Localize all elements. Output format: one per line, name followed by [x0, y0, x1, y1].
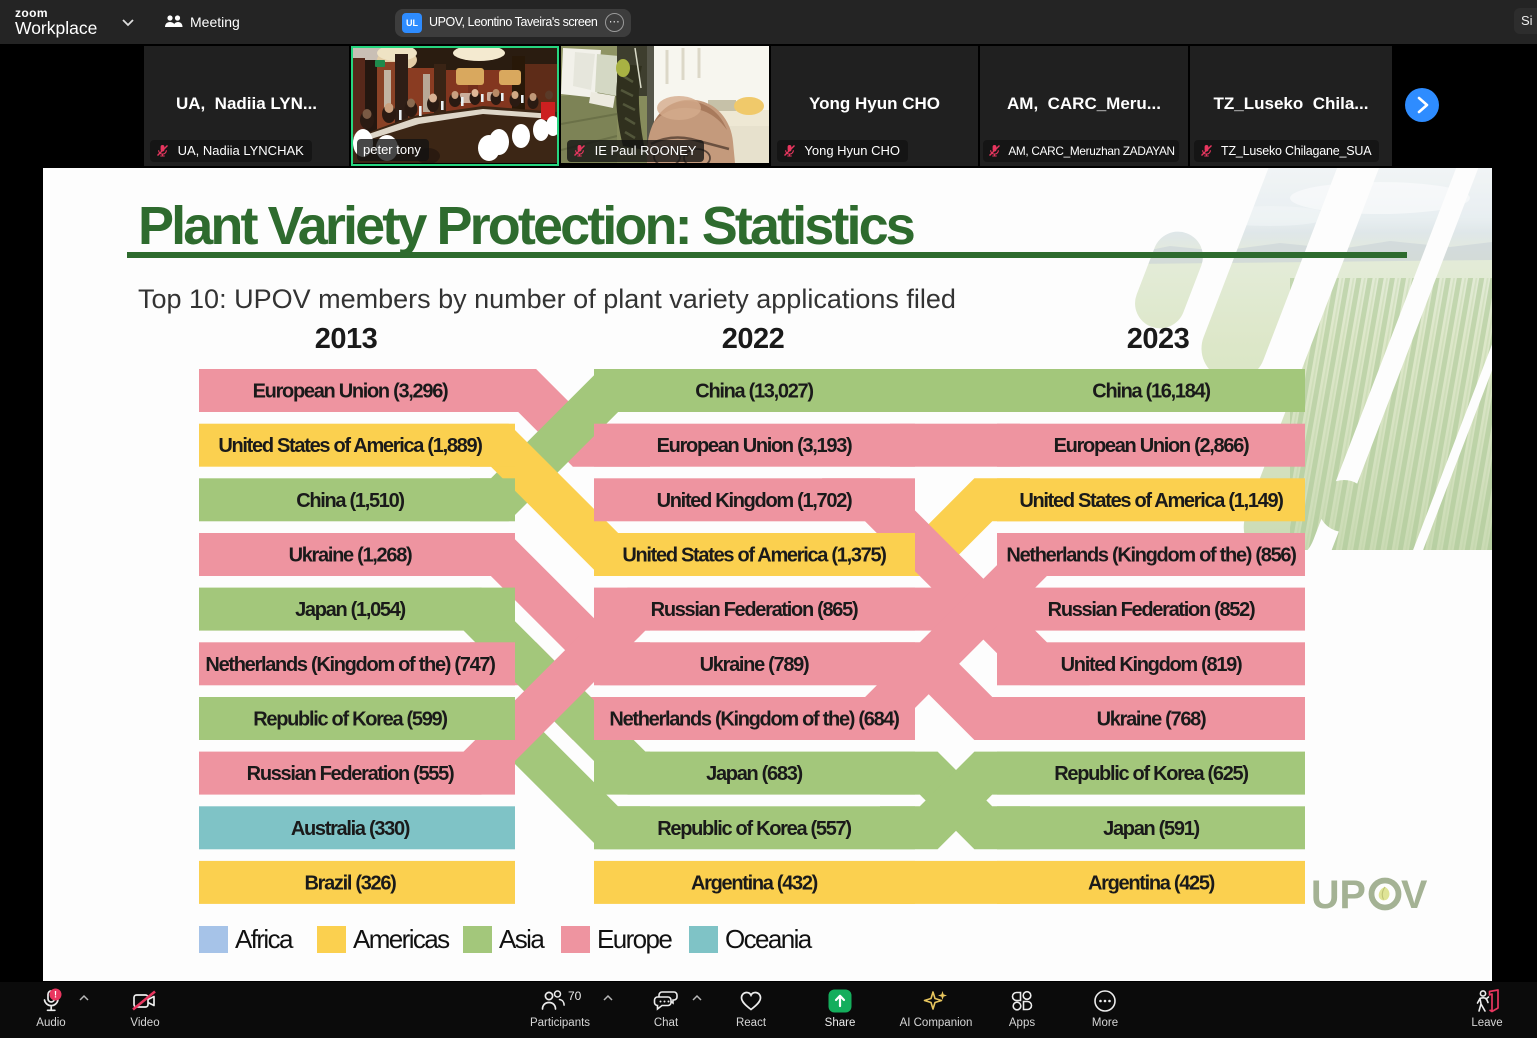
svg-text:Argentina (432): Argentina (432) [691, 872, 818, 894]
svg-text:China (13,027): China (13,027) [695, 381, 813, 403]
svg-text:Americas: Americas [353, 924, 450, 954]
svg-text:Republic of Korea (557): Republic of Korea (557) [657, 818, 851, 840]
svg-text:Ukraine (768): Ukraine (768) [1097, 709, 1206, 731]
svg-text:Japan (683): Japan (683) [706, 763, 802, 785]
svg-text:V: V [1401, 873, 1428, 917]
svg-text:Australia (330): Australia (330) [291, 818, 410, 840]
svg-text:China (16,184): China (16,184) [1092, 381, 1210, 403]
svg-text:Brazil (326): Brazil (326) [304, 872, 396, 894]
svg-text:2013: 2013 [315, 323, 378, 355]
svg-text:United States of America (1,37: United States of America (1,375) [622, 545, 886, 567]
svg-text:Russian Federation (852): Russian Federation (852) [1048, 599, 1255, 621]
svg-text:Ukraine (1,268): Ukraine (1,268) [289, 545, 412, 567]
svg-text:United Kingdom (1,702): United Kingdom (1,702) [657, 490, 852, 512]
svg-text:2023: 2023 [1127, 323, 1190, 355]
svg-text:Russian Federation (555): Russian Federation (555) [247, 763, 454, 785]
svg-text:China (1,510): China (1,510) [296, 490, 404, 512]
svg-text:Oceania: Oceania [725, 924, 813, 954]
svg-text:Argentina (425): Argentina (425) [1088, 872, 1215, 894]
svg-text:Asia: Asia [499, 924, 545, 954]
svg-text:United States of America (1,14: United States of America (1,149) [1019, 490, 1283, 512]
svg-text:Ukraine (789): Ukraine (789) [700, 654, 809, 676]
svg-text:Europe: Europe [597, 924, 672, 954]
svg-text:European Union (3,296): European Union (3,296) [253, 381, 448, 403]
svg-text:Netherlands (Kingdom of the) (: Netherlands (Kingdom of the) (747) [205, 654, 495, 676]
svg-text:Japan (591): Japan (591) [1103, 818, 1199, 840]
svg-text:United States of America (1,88: United States of America (1,889) [218, 435, 482, 457]
svg-text:Netherlands (Kingdom of the): Netherlands (Kingdom of the) (684) [609, 709, 899, 731]
svg-text:Republic of Korea (625): Republic of Korea (625) [1054, 763, 1248, 785]
svg-text:Republic of Korea (599): Republic of Korea (599) [253, 709, 447, 731]
svg-text:Africa: Africa [235, 924, 294, 954]
svg-text:2022: 2022 [722, 323, 785, 355]
svg-text:Japan (1,054): Japan (1,054) [295, 599, 405, 621]
svg-text:UP: UP [1311, 873, 1366, 917]
svg-text:Netherlands (Kingdom of the) (: Netherlands (Kingdom of the) (856) [1006, 545, 1296, 567]
svg-text:European Union (2,866): European Union (2,866) [1054, 435, 1249, 457]
svg-text:!: ! [54, 990, 57, 1000]
svg-text:European Union (3,193): European Union (3,193) [657, 435, 852, 457]
svg-text:Russian Federation (865): Russian Federation (865) [651, 599, 858, 621]
svg-text:United Kingdom (819): United Kingdom (819) [1061, 654, 1242, 676]
svg-text:70: 70 [568, 989, 582, 1003]
